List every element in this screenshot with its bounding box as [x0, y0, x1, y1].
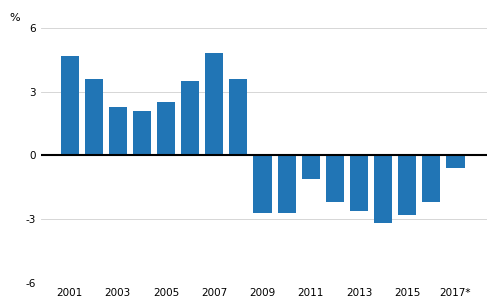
- Bar: [109, 107, 127, 156]
- Bar: [84, 79, 103, 156]
- Bar: [350, 156, 368, 211]
- Bar: [446, 156, 464, 168]
- Bar: [157, 102, 175, 156]
- Bar: [60, 56, 79, 156]
- Bar: [326, 156, 344, 202]
- Bar: [205, 53, 223, 156]
- Bar: [133, 111, 151, 156]
- Bar: [422, 156, 440, 202]
- Bar: [301, 156, 320, 179]
- Bar: [253, 156, 272, 213]
- Bar: [398, 156, 416, 215]
- Bar: [229, 79, 247, 156]
- Bar: [181, 81, 199, 156]
- Bar: [374, 156, 392, 223]
- Bar: [277, 156, 296, 213]
- Text: %: %: [9, 13, 20, 23]
